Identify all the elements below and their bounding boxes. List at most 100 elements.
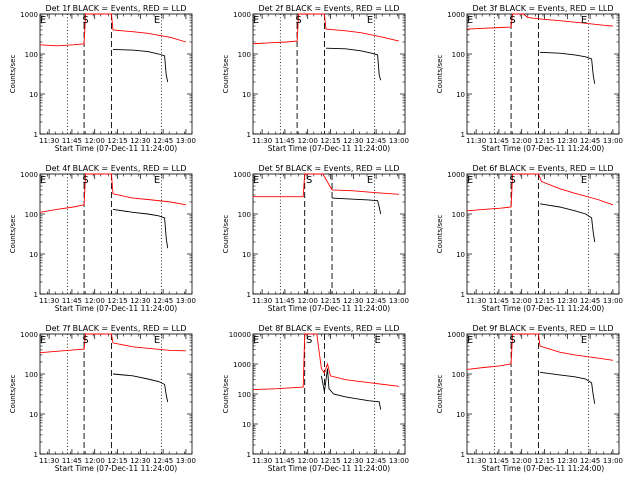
series-line-events xyxy=(320,368,382,410)
y-tick-label: 1 xyxy=(247,131,251,139)
x-tick-label: 12:00 xyxy=(85,457,105,465)
x-axis-label: Start Time (07-Dec-11 11:24:00) xyxy=(55,464,177,473)
x-axis-label: Start Time (07-Dec-11 11:24:00) xyxy=(482,304,604,313)
end-marker: E xyxy=(367,15,373,26)
plot-frame xyxy=(39,333,193,455)
x-tick-label: 12:45 xyxy=(580,457,600,465)
x-tick-label: 11:45 xyxy=(489,457,509,465)
x-tick-label: 11:30 xyxy=(252,457,272,465)
series-line-lld xyxy=(39,13,187,47)
y-tick-label: 10 xyxy=(29,411,38,419)
series-line-lld xyxy=(252,333,399,391)
x-tick-label: 11:45 xyxy=(62,297,82,305)
series-line-lld xyxy=(252,13,400,45)
chart-panel-8: Det 8f BLACK = Events, RED = LLD 1 10 100 10… xyxy=(222,324,409,473)
end-marker: E xyxy=(40,175,46,186)
x-tick-label: 11:30 xyxy=(39,297,59,305)
x-tick-label: 12:30 xyxy=(343,457,363,465)
end-marker: E xyxy=(40,335,46,346)
y-tick-label: 1 xyxy=(461,131,465,139)
y-tick-label: 10 xyxy=(242,421,251,429)
series-line-lld xyxy=(466,173,614,212)
x-tick-label: 13:00 xyxy=(389,457,409,465)
chart-title: Det 8f BLACK = Events, RED = LLD xyxy=(258,324,399,333)
y-axis-label: Counts/sec xyxy=(222,55,230,94)
x-tick-label: 11:30 xyxy=(466,137,486,145)
x-tick-label: 12:15 xyxy=(107,297,127,305)
x-axis-label: Start Time (07-Dec-11 11:24:00) xyxy=(482,144,604,153)
plot-frame xyxy=(39,13,193,135)
x-tick-label: 12:15 xyxy=(107,457,127,465)
chart-panel-3: Det 3f BLACK = Events, RED = LLD 1 10 100 10… xyxy=(436,4,623,153)
end-marker: E xyxy=(253,15,259,26)
series-line-lld xyxy=(253,173,399,198)
chart-title: Det 5f BLACK = Events, RED = LLD xyxy=(258,164,399,173)
y-tick-label: 10 xyxy=(456,91,465,99)
x-tick-label: 12:45 xyxy=(366,137,386,145)
x-tick-label: 11:45 xyxy=(489,297,509,305)
x-axis-label: Start Time (07-Dec-11 11:24:00) xyxy=(268,464,390,473)
y-tick-label: 1000 xyxy=(447,331,465,339)
series-line-events xyxy=(539,51,596,84)
y-tick-label: 10 xyxy=(29,251,38,259)
x-tick-label: 11:30 xyxy=(39,457,59,465)
y-tick-label: 1000 xyxy=(20,171,38,179)
x-tick-label: 12:00 xyxy=(512,457,532,465)
y-axis-label: Counts/sec xyxy=(222,215,230,254)
x-tick-label: 12:30 xyxy=(130,457,150,465)
x-tick-label: 11:45 xyxy=(275,297,295,305)
y-tick-label: 10 xyxy=(456,251,465,259)
chart-panel-7: Det 7f BLACK = Events, RED = LLD 1 10 100 10… xyxy=(9,324,196,473)
y-tick-label: 1000 xyxy=(447,171,465,179)
x-tick-label: 12:30 xyxy=(343,137,363,145)
chart-title: Det 6f BLACK = Events, RED = LLD xyxy=(472,164,613,173)
x-tick-label: 11:45 xyxy=(62,137,82,145)
plot-frame xyxy=(466,13,620,135)
y-tick-label: 1 xyxy=(34,451,38,459)
end-marker: E xyxy=(467,335,473,346)
chart-panel-6: Det 6f BLACK = Events, RED = LLD 1 10 100 10… xyxy=(436,164,623,313)
x-axis-label: Start Time (07-Dec-11 11:24:00) xyxy=(268,144,390,153)
x-tick-label: 12:30 xyxy=(130,297,150,305)
start-marker: S xyxy=(306,335,312,346)
x-tick-label: 12:15 xyxy=(320,137,340,145)
end-marker: E xyxy=(253,175,259,186)
end-marker: E xyxy=(253,335,259,346)
series-line-lld xyxy=(39,333,186,354)
y-axis-label: Counts/sec xyxy=(436,375,444,414)
x-tick-label: 12:00 xyxy=(298,137,318,145)
x-tick-label: 12:00 xyxy=(298,297,318,305)
x-tick-label: 12:00 xyxy=(85,137,105,145)
x-tick-label: 12:00 xyxy=(512,137,532,145)
end-marker: E xyxy=(367,175,373,186)
end-marker: E xyxy=(581,15,587,26)
x-tick-label: 11:30 xyxy=(252,297,272,305)
end-marker: E xyxy=(154,335,160,346)
chart-title: Det 1f BLACK = Events, RED = LLD xyxy=(45,4,186,13)
x-tick-label: 12:15 xyxy=(534,137,554,145)
x-tick-label: 12:15 xyxy=(320,457,340,465)
y-tick-label: 1 xyxy=(461,291,465,299)
chart-panel-2: Det 2f BLACK = Events, RED = LLD 1 10 100 10… xyxy=(222,4,409,153)
x-tick-label: 11:30 xyxy=(39,137,59,145)
y-tick-label: 10 xyxy=(242,251,251,259)
end-marker: E xyxy=(374,335,380,346)
chart-title: Det 7f BLACK = Events, RED = LLD xyxy=(45,324,186,333)
plot-frame xyxy=(252,13,406,135)
end-marker: E xyxy=(154,15,160,26)
x-tick-label: 11:30 xyxy=(252,137,272,145)
x-axis-label: Start Time (07-Dec-11 11:24:00) xyxy=(55,304,177,313)
x-tick-label: 12:00 xyxy=(512,297,532,305)
chart-panel-9: Det 9f BLACK = Events, RED = LLD 1 10 100 10… xyxy=(436,324,623,473)
end-marker: E xyxy=(581,175,587,186)
chart-title: Det 4f BLACK = Events, RED = LLD xyxy=(45,164,186,173)
y-tick-label: 1 xyxy=(247,451,251,459)
series-line-events xyxy=(325,47,382,81)
x-tick-label: 12:30 xyxy=(557,137,577,145)
chart-title: Det 9f BLACK = Events, RED = LLD xyxy=(472,324,613,333)
end-marker: E xyxy=(40,15,46,26)
x-tick-label: 11:45 xyxy=(62,457,82,465)
x-tick-label: 13:00 xyxy=(176,137,196,145)
start-marker: S xyxy=(509,15,515,26)
x-tick-label: 12:00 xyxy=(85,297,105,305)
